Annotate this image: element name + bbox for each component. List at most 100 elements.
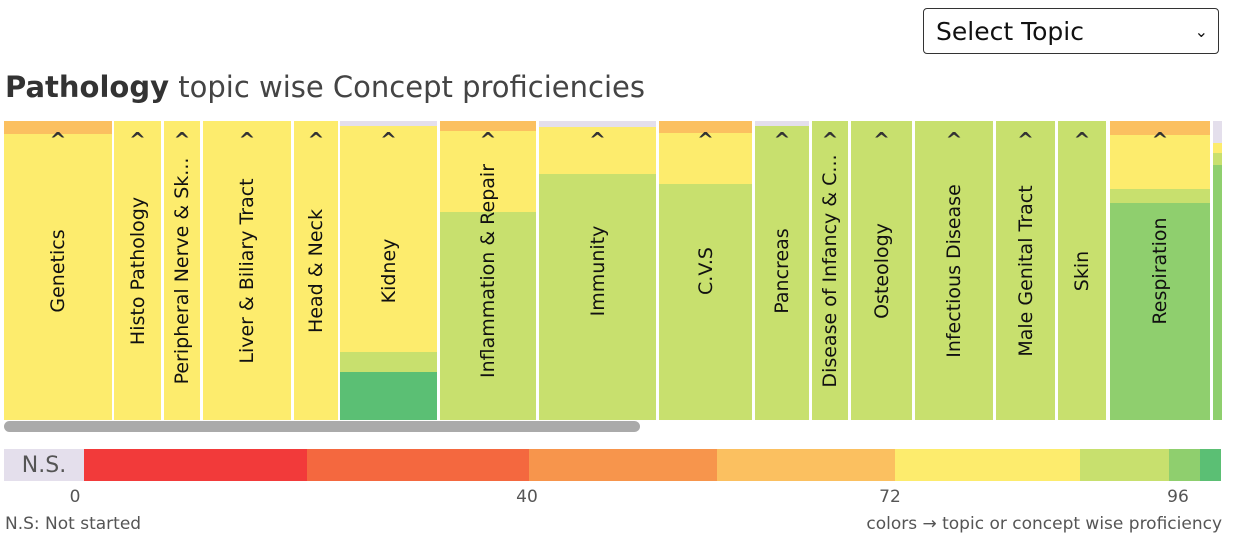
proficiency-segment-yellow — [1213, 143, 1222, 153]
topic-column[interactable]: ^ Osteology — [851, 121, 912, 420]
expand-caret-icon[interactable]: ^ — [307, 128, 325, 152]
proficiency-segment-dark-green — [340, 372, 437, 420]
expand-caret-icon[interactable]: ^ — [821, 128, 839, 152]
proficiency-segment-yellow — [294, 121, 338, 420]
proficiency-segment-green — [1110, 202, 1210, 420]
topic-label: Skin — [1071, 250, 1093, 291]
topic-column[interactable]: ^ Skin — [1058, 121, 1106, 420]
topic-label: Histo Pathology — [126, 196, 149, 345]
proficiency-segment-light-green — [659, 183, 752, 420]
proficiency-segment-light-green — [851, 121, 912, 420]
proficiency-segment-ns — [340, 121, 437, 127]
not-started-note: N.S: Not started — [5, 514, 142, 534]
proficiency-segment-yellow — [340, 126, 437, 353]
proficiency-segment-yellow — [203, 121, 291, 420]
topic-label: Disease of Infancy & C... — [819, 153, 841, 388]
proficiency-segment-light-green — [1058, 121, 1106, 420]
proficiency-segment-light-green — [1110, 188, 1210, 203]
topic-column[interactable]: ^ C.V.S — [659, 121, 752, 420]
topic-label: Peripheral Nerve & Sk... — [171, 157, 193, 384]
expand-caret-icon[interactable]: ^ — [238, 128, 256, 152]
topic-column[interactable]: ^ Pancreas — [755, 121, 809, 420]
topic-label: Inflammation & Repair — [477, 163, 499, 378]
expand-caret-icon[interactable]: ^ — [697, 128, 714, 152]
topic-column[interactable]: ^ Inflammation & Repair — [440, 121, 536, 420]
expand-caret-icon[interactable]: ^ — [479, 128, 497, 152]
proficiency-segment-yellow — [1110, 135, 1210, 189]
topic-column[interactable]: ^ Respiration — [1110, 121, 1210, 420]
topic-label: C.V.S — [694, 246, 717, 295]
topic-column[interactable]: ^ Liver & Biliary Tract — [203, 121, 291, 420]
proficiency-segment-light-orange — [4, 121, 112, 134]
legend-light-orange — [717, 449, 895, 481]
legend-orange — [529, 449, 717, 481]
legend-orange-red — [307, 449, 529, 481]
colors-note: colors → topic or concept wise proficien… — [866, 514, 1222, 534]
topic-label: Male Genital Tract — [1014, 184, 1037, 357]
topic-column[interactable]: ^ Head & Neck — [294, 121, 338, 420]
proficiency-segment-yellow — [164, 121, 200, 420]
topic-column[interactable]: ^ Male Genital Tract — [996, 121, 1055, 420]
topic-label: Immunity — [586, 225, 609, 316]
legend-light-green — [1080, 449, 1169, 481]
proficiency-segment-ns — [1213, 121, 1222, 144]
topic-column[interactable]: ^ Kidney — [340, 121, 437, 420]
topic-column[interactable]: ^ Immunity — [539, 121, 656, 420]
proficiency-segment-light-orange — [440, 121, 536, 132]
proficiency-segment-light-green — [996, 121, 1055, 420]
expand-caret-icon[interactable]: ^ — [773, 128, 791, 152]
topic-column[interactable]: ^ Histo Pathology — [114, 121, 161, 420]
title-rest: topic wise Concept proficiencies — [169, 70, 645, 104]
proficiency-segment-light-orange — [1110, 121, 1210, 136]
proficiency-segment-ns — [755, 121, 809, 127]
topic-column[interactable]: ^ Infectious Disease — [915, 121, 993, 420]
expand-caret-icon[interactable]: ^ — [1151, 128, 1169, 152]
proficiency-segment-light-green — [812, 121, 848, 420]
proficiency-segment-light-green — [340, 352, 437, 373]
legend-yellow — [895, 449, 1080, 481]
page-title: Pathology topic wise Concept proficienci… — [5, 70, 645, 104]
topic-label: Osteology — [870, 222, 893, 319]
topic-column[interactable]: ^ Disease of Infancy & C... — [812, 121, 848, 420]
topic-label: Pancreas — [771, 227, 793, 314]
expand-caret-icon[interactable]: ^ — [380, 128, 397, 152]
topic-label: Head & Neck — [305, 208, 327, 333]
expand-caret-icon[interactable]: ^ — [1017, 128, 1034, 152]
topic-column[interactable]: ^ Peripheral Nerve & Sk... — [164, 121, 200, 420]
topic-column[interactable] — [1213, 121, 1222, 420]
expand-caret-icon[interactable]: ^ — [129, 128, 146, 152]
topic-label: Genetics — [47, 228, 69, 313]
expand-caret-icon[interactable]: ^ — [873, 128, 890, 152]
topic-label: Kidney — [377, 238, 400, 303]
expand-caret-icon[interactable]: ^ — [945, 128, 963, 152]
legend-tick: 0 — [69, 487, 81, 507]
proficiency-segment-ns — [539, 121, 656, 127]
subject-name: Pathology — [5, 70, 170, 104]
legend-tick: 96 — [1167, 487, 1189, 507]
expand-caret-icon[interactable]: ^ — [589, 128, 606, 152]
proficiency-segment-light-green — [1213, 152, 1222, 165]
legend-red — [84, 449, 307, 481]
proficiency-segment-yellow — [114, 121, 161, 420]
expand-caret-icon[interactable]: ^ — [1073, 128, 1091, 152]
topic-proficiency-chart: ^ Genetics ^ Histo Pathology ^ Peripheral Ner… — [0, 121, 1222, 420]
topic-column[interactable]: ^ Genetics — [4, 121, 112, 420]
proficiency-segment-yellow — [4, 133, 112, 420]
proficiency-segment-light-green — [915, 121, 993, 420]
expand-caret-icon[interactable]: ^ — [173, 128, 191, 152]
proficiency-segment-yellow — [659, 132, 752, 184]
topic-label: Infectious Disease — [943, 183, 965, 358]
expand-caret-icon[interactable]: ^ — [49, 128, 67, 152]
proficiency-segment-light-orange — [659, 121, 752, 133]
topic-label: Liver & Biliary Tract — [236, 177, 258, 364]
horizontal-scrollbar[interactable] — [4, 421, 640, 432]
proficiency-segment-yellow — [539, 126, 656, 174]
topic-select[interactable]: Select Topic ⌄ — [923, 8, 1219, 54]
proficiency-segment-light-green — [440, 211, 536, 420]
proficiency-segment-green — [1213, 164, 1222, 420]
proficiency-legend: N.S. — [4, 449, 1221, 481]
proficiency-segment-light-green — [755, 126, 809, 420]
legend-tick: 72 — [879, 487, 901, 507]
legend-not-started: N.S. — [4, 449, 84, 481]
proficiency-segment-light-green — [539, 173, 656, 420]
